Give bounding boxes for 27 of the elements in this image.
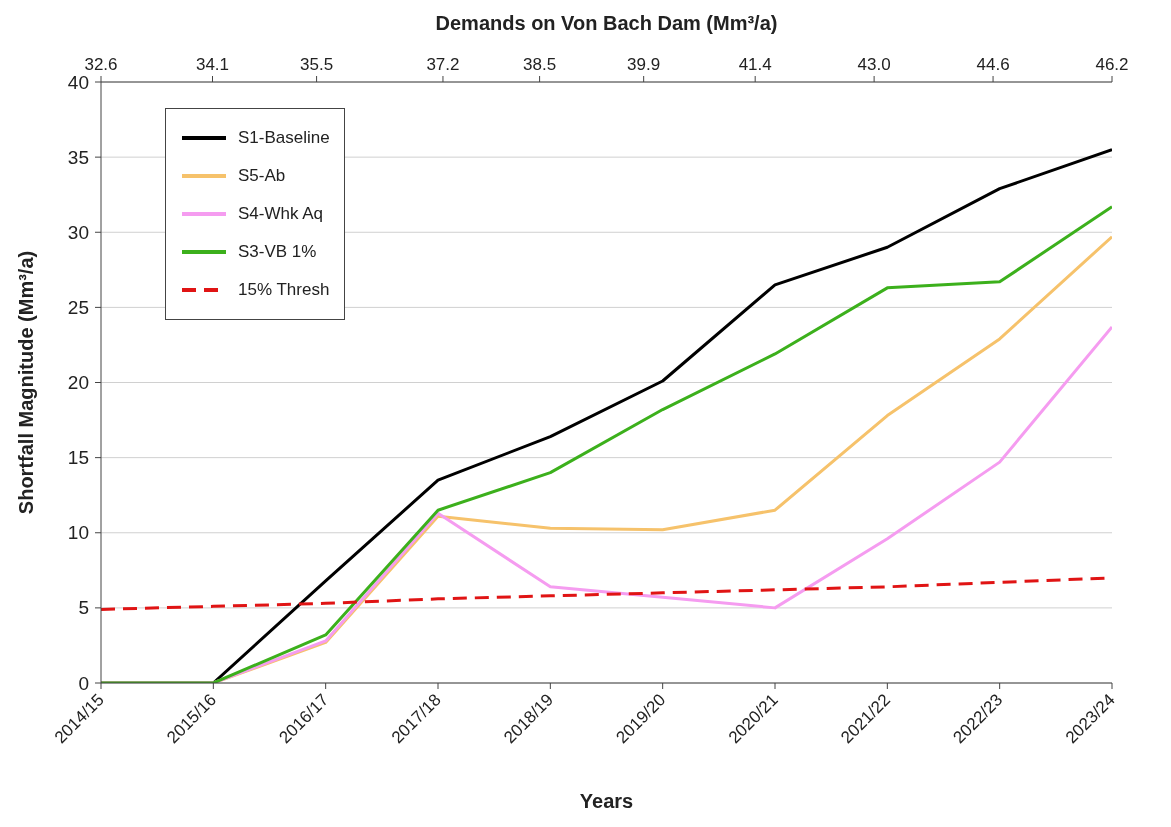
y-tick-label: 10: [67, 522, 89, 544]
y-axis-title: Shortfall Magnitude (Mm³/a): [15, 250, 38, 515]
y-tick-label: 5: [78, 597, 89, 619]
x2-tick-label: 44.6: [976, 55, 1010, 74]
x2-tick-label: 35.5: [300, 55, 334, 74]
x2-tick-label: 32.6: [84, 55, 118, 74]
y-tick-label: 30: [67, 221, 89, 243]
x2-tick-label: 46.2: [1095, 55, 1129, 74]
legend-label: S5-Ab: [238, 166, 286, 186]
legend-label: S3-VB 1%: [238, 242, 317, 262]
legend-label: 15% Thresh: [238, 280, 330, 300]
y-tick-label: 35: [67, 146, 89, 168]
x2-tick-label: 39.9: [627, 55, 661, 74]
x2-axis-title: Demands on Von Bach Dam (Mm³/a): [435, 12, 778, 34]
x2-tick-label: 38.5: [523, 55, 557, 74]
y-tick-label: 20: [67, 372, 89, 393]
y-tick-label: 40: [67, 71, 89, 93]
x-axis-title: Years: [579, 790, 634, 812]
y-tick-label: 25: [67, 296, 89, 318]
x2-tick-label: 41.4: [738, 55, 772, 74]
y-tick-label: 0: [78, 672, 89, 694]
legend-label: S1-Baseline: [238, 128, 330, 148]
x2-tick-label: 34.1: [195, 55, 230, 74]
y-tick-label: 15: [67, 447, 89, 469]
legend-label: S4-Whk Aq: [238, 204, 324, 224]
x2-tick-label: 37.2: [426, 55, 460, 74]
x2-tick-label: 43.0: [857, 55, 891, 74]
